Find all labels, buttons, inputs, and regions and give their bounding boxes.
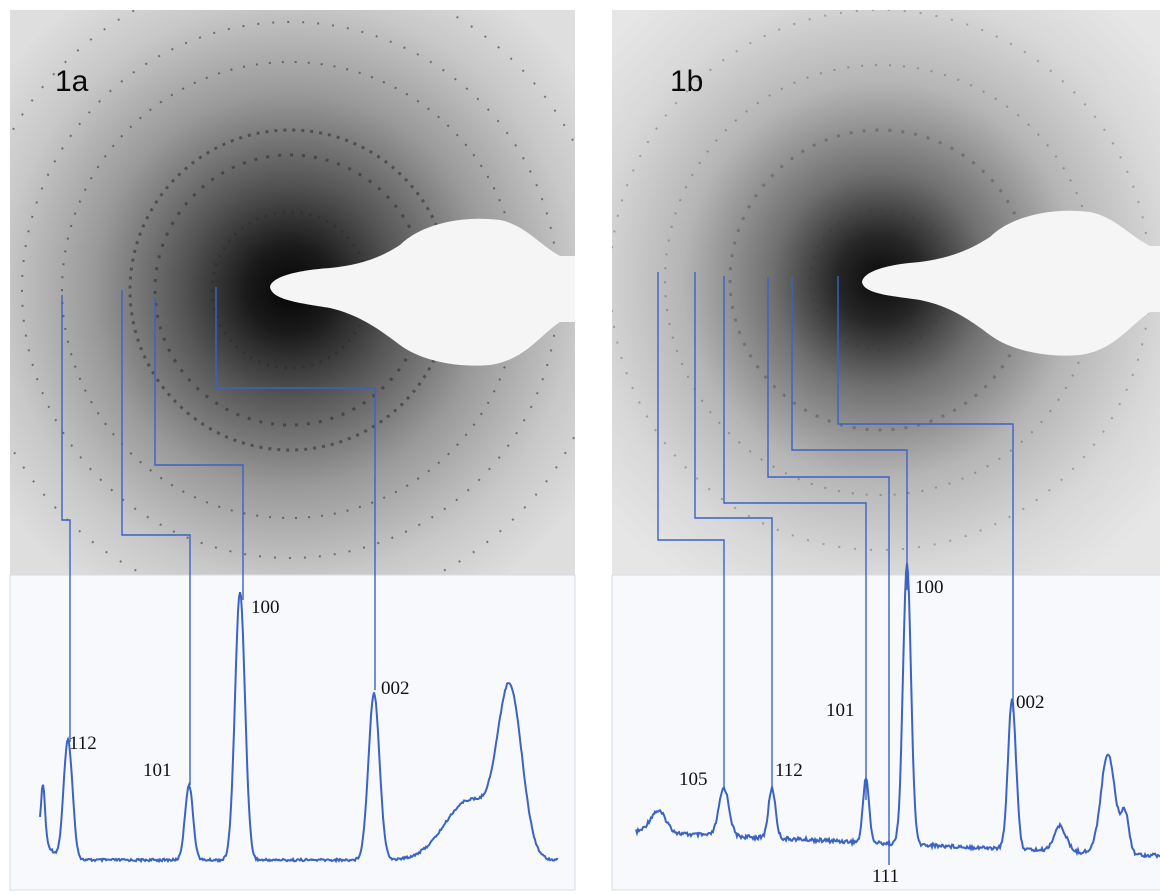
guide-line-105 bbox=[657, 272, 725, 787]
peak-label-112b: 112 bbox=[775, 760, 803, 781]
guide-line-002 bbox=[215, 287, 376, 690]
peak-label-101b: 101 bbox=[826, 700, 855, 721]
guide-line-101 bbox=[121, 290, 191, 785]
guide-line-112 bbox=[61, 295, 71, 742]
peak-label-112: 112 bbox=[69, 733, 97, 754]
guide-line-101b bbox=[723, 276, 867, 800]
peak-label-002b: 002 bbox=[1016, 692, 1045, 713]
peak-label-101: 101 bbox=[143, 760, 172, 781]
guide-line-002b bbox=[837, 276, 1014, 712]
peak-label-105: 105 bbox=[679, 769, 708, 790]
guide-line-100 bbox=[154, 297, 244, 600]
intensity-trace-1b bbox=[635, 563, 1160, 859]
diffraction-image-1b bbox=[612, 10, 1160, 575]
guide-line-112b bbox=[694, 272, 773, 787]
diffraction-image-1a bbox=[10, 10, 575, 575]
intensity-trace-1a bbox=[39, 591, 559, 864]
guide-line-100b bbox=[791, 277, 908, 590]
peak-label-100: 100 bbox=[251, 597, 280, 618]
guide-line-111 bbox=[767, 277, 890, 865]
guide-lines-1b bbox=[657, 272, 1014, 865]
guide-lines-1a bbox=[61, 287, 376, 785]
peak-label-100b: 100 bbox=[915, 577, 944, 598]
beam-stop-1b bbox=[862, 210, 1160, 356]
profile-plot-1b bbox=[611, 574, 1160, 891]
panel-label-1a: 1a bbox=[55, 65, 89, 98]
peak-label-002: 002 bbox=[381, 678, 410, 699]
beam-stop-1a bbox=[270, 218, 575, 366]
profile-plot-1a bbox=[9, 574, 576, 891]
peak-label-111: 111 bbox=[872, 866, 900, 887]
panel-label-1b: 1b bbox=[670, 65, 704, 98]
